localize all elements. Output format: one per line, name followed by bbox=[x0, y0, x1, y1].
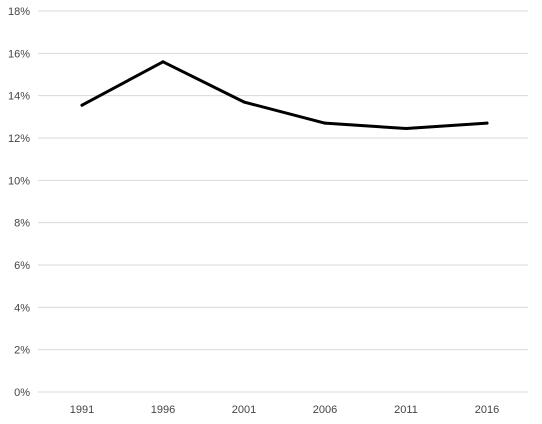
y-tick-label: 6% bbox=[14, 260, 30, 272]
gridlines bbox=[38, 10, 528, 393]
y-tick-label: 0% bbox=[14, 387, 30, 399]
x-tick-label: 2001 bbox=[232, 404, 256, 416]
data-point bbox=[404, 126, 408, 130]
y-tick-label: 18% bbox=[8, 6, 30, 18]
series-line bbox=[80, 60, 489, 130]
y-tick-label: 16% bbox=[8, 48, 30, 60]
data-point bbox=[161, 60, 165, 64]
x-tick-label: 2006 bbox=[313, 404, 337, 416]
data-point bbox=[242, 100, 246, 104]
y-axis-labels: 0% 2% 4% 6% 8% 10% 12% 14% 16% 18% bbox=[8, 6, 30, 399]
data-point bbox=[80, 103, 84, 107]
y-tick-label: 4% bbox=[14, 302, 30, 314]
y-tick-label: 12% bbox=[8, 133, 30, 145]
x-axis-labels: 1991 1996 2001 2006 2011 2016 bbox=[70, 404, 499, 416]
x-tick-label: 2011 bbox=[394, 404, 418, 416]
x-tick-label: 1991 bbox=[70, 404, 94, 416]
y-tick-label: 10% bbox=[8, 175, 30, 187]
y-tick-label: 8% bbox=[14, 218, 30, 230]
x-tick-label: 1996 bbox=[151, 404, 175, 416]
series-layer bbox=[80, 60, 489, 130]
data-point bbox=[485, 121, 489, 125]
y-tick-label: 14% bbox=[8, 91, 30, 103]
data-point bbox=[323, 121, 327, 125]
x-tick-label: 2016 bbox=[475, 404, 499, 416]
y-tick-label: 2% bbox=[14, 345, 30, 357]
